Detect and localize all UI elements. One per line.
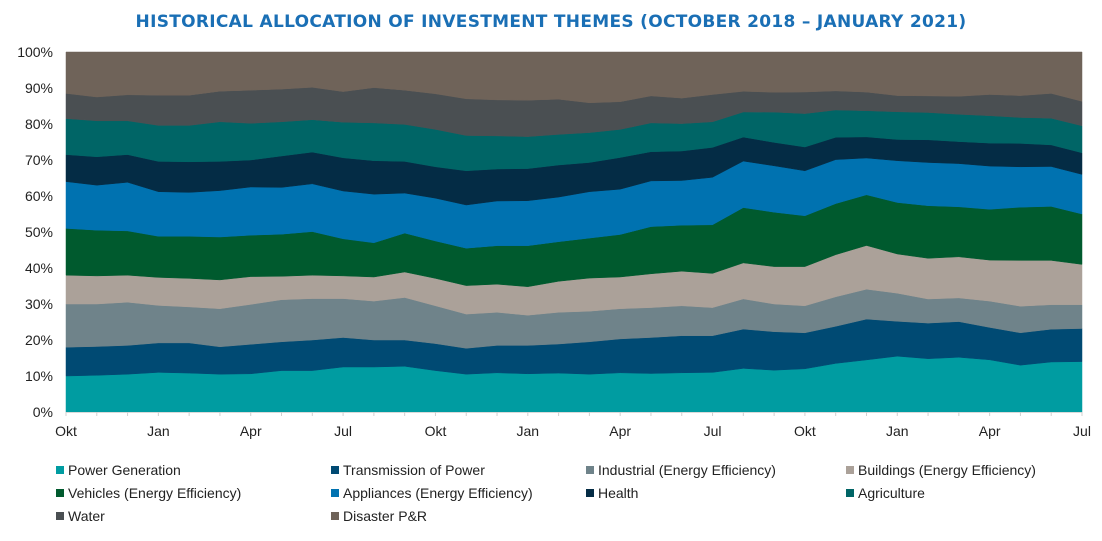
legend-label: Vehicles (Energy Efficiency) (68, 485, 242, 501)
legend-swatch (56, 512, 64, 520)
x-tick-label: Apr (240, 423, 262, 439)
x-tick-label: Jul (704, 423, 722, 439)
legend-label: Buildings (Energy Efficiency) (858, 462, 1036, 478)
legend-item: Buildings (Energy Efficiency) (846, 462, 1036, 478)
legend-item: Transmission of Power (331, 462, 485, 478)
legend-label: Disaster P&R (343, 508, 428, 524)
legend-item: Agriculture (846, 485, 925, 501)
legend-label: Appliances (Energy Efficiency) (343, 485, 533, 501)
y-tick-label: 30% (25, 296, 53, 312)
legend-swatch (846, 489, 854, 497)
chart-title: HISTORICAL ALLOCATION OF INVESTMENT THEM… (135, 12, 967, 32)
y-tick-label: 100% (17, 44, 53, 60)
legend-label: Agriculture (858, 485, 925, 501)
x-tick-label: Jul (334, 423, 352, 439)
legend-swatch (331, 512, 339, 520)
legend-item: Appliances (Energy Efficiency) (331, 485, 533, 501)
legend-label: Health (598, 485, 639, 501)
x-tick-label: Okt (425, 423, 447, 439)
legend-swatch (331, 466, 339, 474)
legend-swatch (56, 466, 64, 474)
y-axis: 0% 10% 20% 30% 40% 50% 60% 70% 80% 90% 100% (17, 44, 53, 420)
legend-label: Power Generation (68, 462, 181, 478)
legend-item: Disaster P&R (331, 508, 427, 524)
x-tick-label: Jan (886, 423, 909, 439)
legend-swatch (56, 489, 64, 497)
y-tick-label: 80% (25, 116, 53, 132)
y-tick-label: 50% (25, 224, 53, 240)
legend-label: Transmission of Power (343, 462, 485, 478)
legend-item: Industrial (Energy Efficiency) (586, 462, 776, 478)
y-tick-label: 40% (25, 260, 53, 276)
legend-item: Vehicles (Energy Efficiency) (56, 485, 241, 501)
x-tick-label: Apr (609, 423, 631, 439)
y-tick-label: 70% (25, 152, 53, 168)
area-disaster-p-r (65, 51, 1083, 104)
x-tick-label: Apr (979, 423, 1001, 439)
legend-label: Water (68, 508, 105, 524)
areas-group (65, 51, 1083, 413)
y-tick-label: 20% (25, 332, 53, 348)
x-tick-label: Jul (1073, 423, 1091, 439)
legend-swatch (846, 466, 854, 474)
legend-swatch (586, 466, 594, 474)
x-tick-label: Okt (794, 423, 816, 439)
legend-item: Power Generation (56, 462, 181, 478)
legend-label: Industrial (Energy Efficiency) (598, 462, 776, 478)
x-tick-label: Jan (517, 423, 540, 439)
x-axis: Okt Jan Apr Jul Okt Jan Apr Jul Okt Jan Apr Jul (55, 412, 1091, 439)
y-tick-label: 60% (25, 188, 53, 204)
y-tick-label: 10% (25, 368, 53, 384)
y-tick-label: 90% (25, 80, 53, 96)
legend-item: Water (56, 508, 105, 524)
legend-swatch (586, 489, 594, 497)
x-tick-label: Jan (147, 423, 170, 439)
x-tick-label: Okt (55, 423, 77, 439)
y-tick-label: 0% (33, 404, 53, 420)
legend-swatch (331, 489, 339, 497)
legend-item: Health (586, 485, 638, 501)
stacked-area-chart: 0% 10% 20% 30% 40% 50% 60% 70% 80% 90% 100% Okt Jan… (17, 44, 1091, 439)
